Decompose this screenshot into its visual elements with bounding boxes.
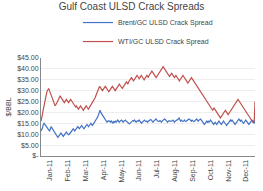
svg-text:$5.00: $5.00 <box>21 142 39 149</box>
svg-text:Nov-11: Nov-11 <box>225 160 232 182</box>
svg-text:$15.00: $15.00 <box>17 120 39 127</box>
svg-text:$25.00: $25.00 <box>17 98 39 105</box>
svg-text:Jan-11: Jan-11 <box>46 160 53 181</box>
svg-text:$-: $- <box>32 152 39 159</box>
svg-text:Mar-11: Mar-11 <box>82 160 89 182</box>
svg-text:May-11: May-11 <box>118 160 126 183</box>
svg-text:WTI/GC ULSD Crack Spread: WTI/GC ULSD Crack Spread <box>118 38 209 46</box>
svg-text:Dec-11: Dec-11 <box>242 160 249 182</box>
svg-text:Apr-11: Apr-11 <box>100 160 108 181</box>
svg-text:Oct-11: Oct-11 <box>207 160 214 181</box>
svg-text:$20.00: $20.00 <box>17 109 39 116</box>
svg-text:$45.00: $45.00 <box>17 54 39 61</box>
svg-text:Feb-11: Feb-11 <box>64 160 71 182</box>
svg-text:Jun-11: Jun-11 <box>135 160 142 181</box>
svg-text:Gulf Coast ULSD Crack Spreads: Gulf Coast ULSD Crack Spreads <box>59 1 205 12</box>
svg-text:$35.00: $35.00 <box>17 76 39 83</box>
svg-text:Brent/GC ULSD Crack Spread: Brent/GC ULSD Crack Spread <box>118 19 213 27</box>
svg-text:$30.00: $30.00 <box>17 87 39 94</box>
svg-text:$/BBL: $/BBL <box>5 97 12 116</box>
svg-text:Aug-11: Aug-11 <box>171 160 179 182</box>
svg-text:Jul-11: Jul-11 <box>153 160 160 179</box>
svg-text:Sep-11: Sep-11 <box>189 160 197 182</box>
svg-text:$10.00: $10.00 <box>17 131 39 138</box>
svg-text:$40.00: $40.00 <box>17 65 39 72</box>
